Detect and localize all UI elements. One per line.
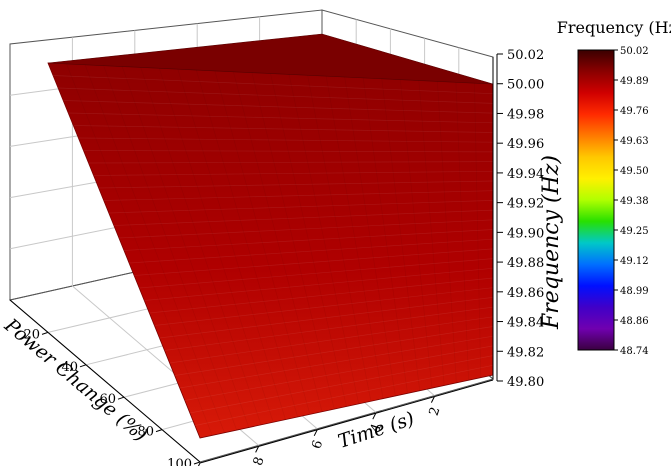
- y-tick-label: 100: [167, 457, 192, 466]
- z-tick-label: 49.86: [507, 286, 544, 301]
- z-tick-label: 49.98: [507, 107, 544, 122]
- colorbar: 50.02 49.89 49.76 49.63 49.50 49.38 49.25 49.12…: [577, 46, 649, 357]
- x-tick-label: 8: [251, 455, 268, 466]
- y-axis: 20 40 60 80 100: [9, 299, 201, 466]
- colorbar-tick-label: 48.86: [620, 316, 649, 327]
- surface-mesh: [53, 63, 494, 436]
- colorbar-tick-label: 49.76: [620, 106, 649, 117]
- z-axis: 49.80 49.82 49.84 49.86 49.88 49.90 49.92 49.94…: [496, 48, 544, 390]
- z-tick-label: 49.88: [507, 256, 544, 271]
- colorbar-tick-label: 49.25: [620, 226, 649, 237]
- z-tick-label: 50.00: [507, 78, 544, 93]
- surface-plane: [47, 62, 494, 439]
- y-tick-label: 60: [99, 392, 116, 407]
- z-tick-label: 49.84: [507, 316, 544, 331]
- colorbar-tick-label: 49.50: [620, 166, 649, 177]
- z-tick-label: 49.96: [507, 137, 544, 152]
- y-tick-label: 80: [137, 425, 154, 440]
- z-tick-label: 49.82: [507, 345, 544, 360]
- y-tick-label: 20: [23, 327, 40, 342]
- colorbar-tick-label: 49.38: [620, 196, 649, 207]
- y-tick-label: 40: [61, 360, 78, 375]
- z-axis-title: Frequency (Hz): [539, 155, 564, 330]
- colorbar-tick-label: 48.74: [620, 346, 649, 357]
- x-tick-label: 6: [309, 438, 326, 451]
- colorbar-tick-label: 48.99: [620, 286, 649, 297]
- surface-top-edge: [47, 33, 494, 85]
- z-tick-label: 49.92: [507, 197, 544, 212]
- x-tick-label: 2: [427, 405, 444, 418]
- surface: [47, 33, 494, 439]
- colorbar-gradient: [577, 49, 615, 351]
- z-tick-label: 49.90: [507, 226, 544, 241]
- z-tick-label: 50.02: [507, 48, 544, 63]
- z-tick-label: 49.94: [507, 167, 544, 182]
- z-tick-label: 49.80: [507, 375, 544, 390]
- colorbar-tick-label: 49.12: [620, 256, 649, 267]
- colorbar-title: Frequency (Hz): [557, 18, 671, 37]
- colorbar-tick-label: 49.63: [620, 136, 649, 147]
- colorbar-tick-label: 49.89: [620, 76, 649, 87]
- colorbar-tick-label: 50.02: [620, 46, 649, 57]
- x-axis-title: Time (s): [335, 408, 417, 453]
